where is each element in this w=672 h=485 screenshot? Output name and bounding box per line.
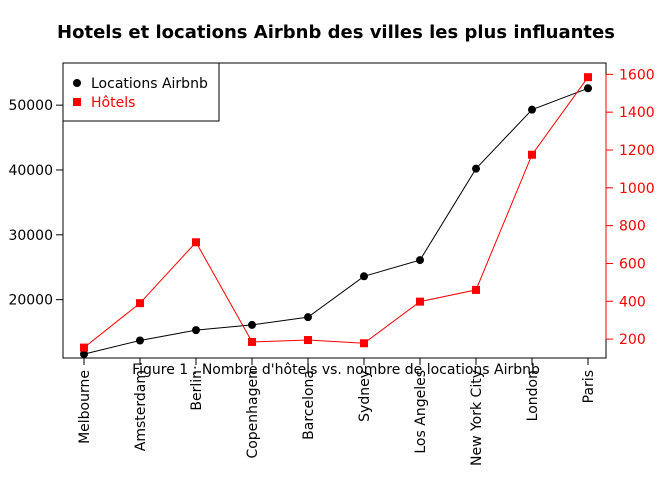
x-axis-tick-label: Sydney [357,370,373,422]
right-axis-tick-label: 1400 [619,105,655,121]
left-axis-tick-label: 30000 [8,228,53,244]
series-2-point [584,73,592,82]
left-axis-tick-label: 20000 [8,293,53,309]
right-axis-tick-label: 800 [619,219,646,235]
series-2-point [360,339,368,348]
left-axis-tick-label: 50000 [8,98,53,114]
axes: 20000 30000 40000 50000 200 400 600 800 1000 1200… [8,62,655,466]
x-axis-tick-label: Amsterdam [133,370,149,451]
series-line-1 [83,87,589,355]
series-2-point [80,343,88,352]
series-line-2 [83,76,589,348]
legend-label-2: Hôtels [91,95,135,111]
x-axis-tick-label: Melbourne [77,370,93,444]
x-axis-tick-label: Los Angeles [413,370,429,454]
legend-label-1: Locations Airbnb [91,76,208,92]
series-1-point [472,164,480,173]
series-1-point [416,256,424,265]
series-1-point [528,105,536,114]
x-axis-tick-label: Berlin [189,370,205,411]
series-1-point [304,313,312,322]
x-axis-tick-label: Paris [581,370,597,403]
legend-box [62,62,220,122]
legend: Locations Airbnb Hôtels [62,62,220,122]
left-axis-tick-label: 40000 [8,163,53,179]
series-2-point [192,238,200,247]
series-2-point [136,299,144,308]
series-2-point [472,285,480,294]
series-2-point [416,297,424,306]
right-axis-tick-label: 400 [619,294,646,310]
chart-title: Hotels et locations Airbnb des villes le… [57,22,615,43]
series-2-point [304,336,312,345]
series-1-point [360,272,368,281]
series-1-point [136,336,144,345]
right-axis-tick-label: 600 [619,256,646,272]
right-axis-tick-label: 1200 [619,143,655,159]
series-1-point [248,320,256,329]
right-axis-tick-label: 1600 [619,67,655,83]
series-2-point [248,337,256,346]
right-axis-tick-label: 200 [619,332,646,348]
plot-area [80,73,592,359]
legend-marker-1 [73,79,81,87]
series-1-point [80,350,88,359]
x-axis-tick-label: Barcelona [301,370,317,440]
x-axis-tick-label: Copenhagen [245,370,261,459]
series-1-point [192,326,200,335]
x-axis-tick-label: London [525,370,541,421]
series-2-point [528,150,536,159]
x-axis-tick-label: New York City [469,370,485,466]
legend-marker-2 [73,98,81,106]
right-axis-tick-label: 1000 [619,181,655,197]
series-1-point [584,84,592,93]
chart-caption: Figure 1 : Nombre d'hôtels vs. nombre de… [132,362,540,378]
